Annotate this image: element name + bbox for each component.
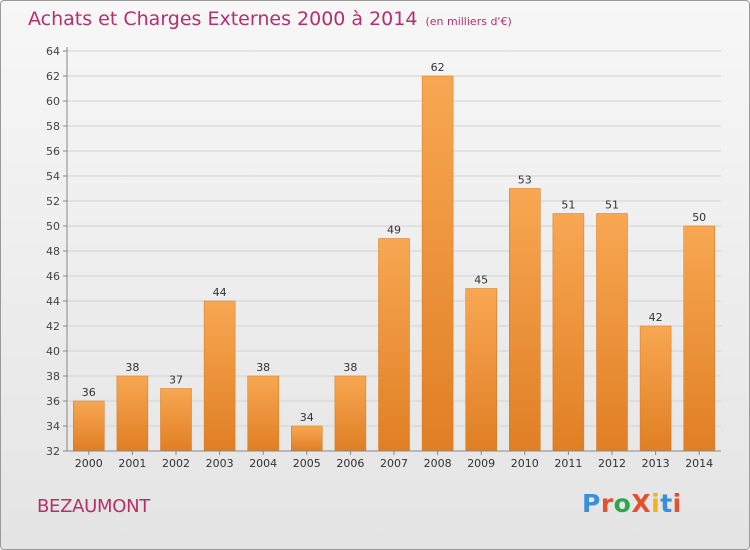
logo-letter: i: [651, 489, 661, 518]
bar-2007: [378, 238, 410, 452]
y-tick-label: 46: [46, 270, 60, 283]
logo-letter: o: [613, 489, 632, 518]
data-label: 42: [649, 311, 663, 324]
x-tick-label: 2001: [118, 457, 146, 470]
data-label: 38: [256, 361, 270, 374]
data-label: 53: [518, 174, 532, 187]
y-tick-label: 64: [46, 45, 60, 58]
y-tick-label: 48: [46, 245, 60, 258]
x-tick-label: 2014: [685, 457, 713, 470]
y-tick-label: 52: [46, 195, 60, 208]
y-tick-label: 32: [46, 445, 60, 458]
data-label: 38: [343, 361, 357, 374]
x-tick-label: 2010: [511, 457, 539, 470]
bar-2009: [465, 288, 497, 452]
commune-name: BEZAUMONT: [37, 496, 150, 517]
bar-2011: [552, 213, 585, 452]
data-label: 38: [125, 361, 139, 374]
bar-2002: [160, 388, 192, 452]
proxiti-logo: ProXiti: [582, 489, 682, 518]
bar-2003: [203, 300, 236, 452]
data-label: 51: [561, 199, 575, 212]
bar-2010: [509, 188, 541, 452]
data-labels: 36 38 37 44 38 34 38 49 62 45 53 51 51 42 50: [82, 61, 706, 424]
data-label: 44: [213, 286, 227, 299]
x-tick-label: 2003: [206, 457, 234, 470]
y-tick-label: 38: [46, 370, 60, 383]
data-label: 62: [431, 61, 445, 74]
x-tick-label: 2011: [554, 457, 582, 470]
bars: [73, 75, 715, 452]
bar-2000: [73, 400, 105, 452]
logo-letter: t: [660, 489, 673, 518]
x-tick-label: 2004: [249, 457, 277, 470]
y-tick-label: 60: [46, 95, 60, 108]
data-label: 49: [387, 224, 401, 237]
bar-2004: [247, 375, 279, 452]
y-tick-label: 34: [46, 420, 60, 433]
data-label: 34: [300, 411, 314, 424]
x-tick-label: 2000: [75, 457, 103, 470]
bar-2006: [334, 375, 367, 452]
y-tick-label: 58: [46, 120, 60, 133]
data-label: 36: [82, 386, 96, 399]
axes: 32 34 36 38 40 42 44 46 48 50 52 54 56 58 60 62 64 2000 20…: [46, 45, 721, 470]
bar-2008: [421, 75, 454, 452]
data-label: 45: [474, 274, 488, 287]
bar-2005: [291, 425, 323, 452]
chart-title: Achats et Charges Externes 2000 à 2014 (e…: [28, 8, 512, 30]
data-label: 51: [605, 199, 619, 212]
y-tick-label: 42: [46, 320, 60, 333]
x-tick-label: 2012: [598, 457, 626, 470]
bar-2014: [683, 225, 715, 452]
y-tick-label: 54: [46, 170, 60, 183]
data-label: 50: [692, 211, 706, 224]
x-tick-label: 2008: [424, 457, 452, 470]
data-label: 37: [169, 374, 183, 387]
y-tick-label: 62: [46, 70, 60, 83]
x-tick-label: 2009: [467, 457, 495, 470]
y-tick-label: 40: [46, 345, 60, 358]
logo-letter: i: [672, 489, 682, 518]
bar-2001: [116, 375, 149, 452]
logo-letter: P: [582, 489, 601, 518]
bar-2013: [639, 325, 672, 452]
y-tick-label: 36: [46, 395, 60, 408]
y-tick-label: 56: [46, 145, 60, 158]
x-tick-label: 2007: [380, 457, 408, 470]
x-tick-label: 2006: [336, 457, 364, 470]
x-tick-label: 2002: [162, 457, 190, 470]
logo-letter: r: [600, 489, 614, 518]
chart-title-main: Achats et Charges Externes 2000 à 2014: [28, 8, 418, 30]
x-tick-label: 2013: [642, 457, 670, 470]
y-tick-label: 50: [46, 220, 60, 233]
y-tick-label: 44: [46, 295, 60, 308]
logo-letter: X: [631, 489, 652, 518]
bar-2012: [596, 213, 628, 452]
chart-title-unit: (en milliers d'€): [425, 15, 512, 28]
x-tick-label: 2005: [293, 457, 321, 470]
